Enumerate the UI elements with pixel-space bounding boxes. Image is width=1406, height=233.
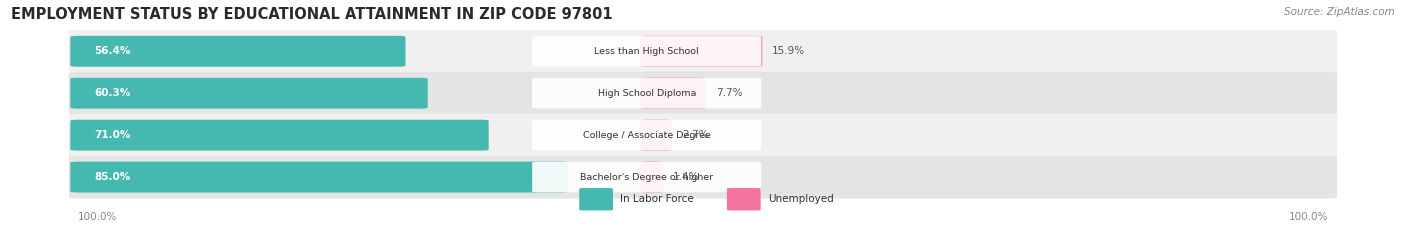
FancyBboxPatch shape: [579, 188, 613, 210]
Text: Less than High School: Less than High School: [595, 47, 699, 56]
FancyBboxPatch shape: [69, 72, 1337, 115]
Text: EMPLOYMENT STATUS BY EDUCATIONAL ATTAINMENT IN ZIP CODE 97801: EMPLOYMENT STATUS BY EDUCATIONAL ATTAINM…: [11, 7, 613, 22]
FancyBboxPatch shape: [640, 120, 672, 151]
Text: 60.3%: 60.3%: [94, 88, 131, 98]
FancyBboxPatch shape: [640, 162, 664, 192]
FancyBboxPatch shape: [533, 78, 762, 108]
FancyBboxPatch shape: [727, 188, 761, 210]
Text: High School Diploma: High School Diploma: [598, 89, 696, 98]
Text: 100.0%: 100.0%: [77, 212, 117, 222]
Text: 56.4%: 56.4%: [94, 46, 131, 56]
Text: 7.7%: 7.7%: [716, 88, 742, 98]
FancyBboxPatch shape: [69, 30, 1337, 73]
FancyBboxPatch shape: [69, 156, 1337, 199]
FancyBboxPatch shape: [70, 78, 427, 109]
Text: Unemployed: Unemployed: [768, 194, 834, 204]
FancyBboxPatch shape: [70, 120, 489, 151]
Text: 100.0%: 100.0%: [1289, 212, 1329, 222]
Text: 15.9%: 15.9%: [772, 46, 806, 56]
FancyBboxPatch shape: [533, 36, 762, 66]
Text: In Labor Force: In Labor Force: [620, 194, 693, 204]
FancyBboxPatch shape: [533, 120, 762, 150]
Text: 85.0%: 85.0%: [94, 172, 131, 182]
FancyBboxPatch shape: [533, 162, 762, 192]
FancyBboxPatch shape: [69, 114, 1337, 157]
Text: Bachelor's Degree or higher: Bachelor's Degree or higher: [581, 173, 713, 182]
Text: College / Associate Degree: College / Associate Degree: [583, 131, 710, 140]
FancyBboxPatch shape: [70, 162, 568, 192]
Text: 71.0%: 71.0%: [94, 130, 131, 140]
Text: Source: ZipAtlas.com: Source: ZipAtlas.com: [1284, 7, 1395, 17]
FancyBboxPatch shape: [70, 36, 405, 67]
Text: 2.7%: 2.7%: [682, 130, 709, 140]
FancyBboxPatch shape: [640, 36, 762, 67]
FancyBboxPatch shape: [640, 78, 706, 109]
Text: 1.4%: 1.4%: [673, 172, 700, 182]
